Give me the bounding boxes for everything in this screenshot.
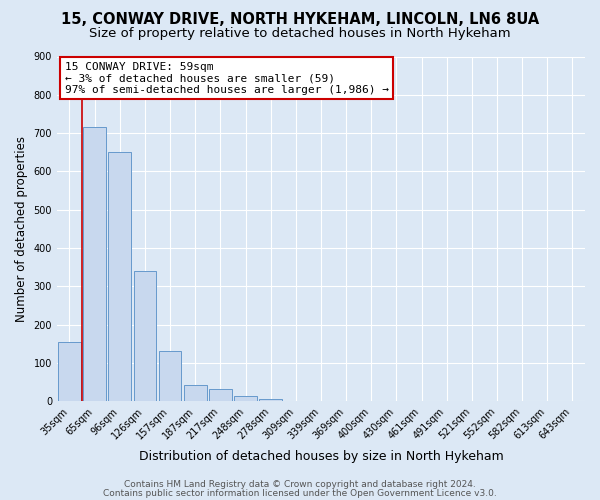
Y-axis label: Number of detached properties: Number of detached properties — [15, 136, 28, 322]
Bar — [209, 388, 232, 402]
Bar — [109, 152, 131, 402]
X-axis label: Distribution of detached houses by size in North Hykeham: Distribution of detached houses by size … — [139, 450, 503, 462]
Text: Size of property relative to detached houses in North Hykeham: Size of property relative to detached ho… — [89, 28, 511, 40]
Text: Contains HM Land Registry data © Crown copyright and database right 2024.: Contains HM Land Registry data © Crown c… — [124, 480, 476, 489]
Bar — [83, 128, 106, 402]
Bar — [259, 400, 282, 402]
Text: 15 CONWAY DRIVE: 59sqm
← 3% of detached houses are smaller (59)
97% of semi-deta: 15 CONWAY DRIVE: 59sqm ← 3% of detached … — [65, 62, 389, 95]
Bar — [58, 342, 81, 402]
Bar — [234, 396, 257, 402]
Bar — [134, 271, 156, 402]
Text: Contains public sector information licensed under the Open Government Licence v3: Contains public sector information licen… — [103, 488, 497, 498]
Bar — [159, 352, 181, 402]
Text: 15, CONWAY DRIVE, NORTH HYKEHAM, LINCOLN, LN6 8UA: 15, CONWAY DRIVE, NORTH HYKEHAM, LINCOLN… — [61, 12, 539, 28]
Bar — [184, 385, 206, 402]
